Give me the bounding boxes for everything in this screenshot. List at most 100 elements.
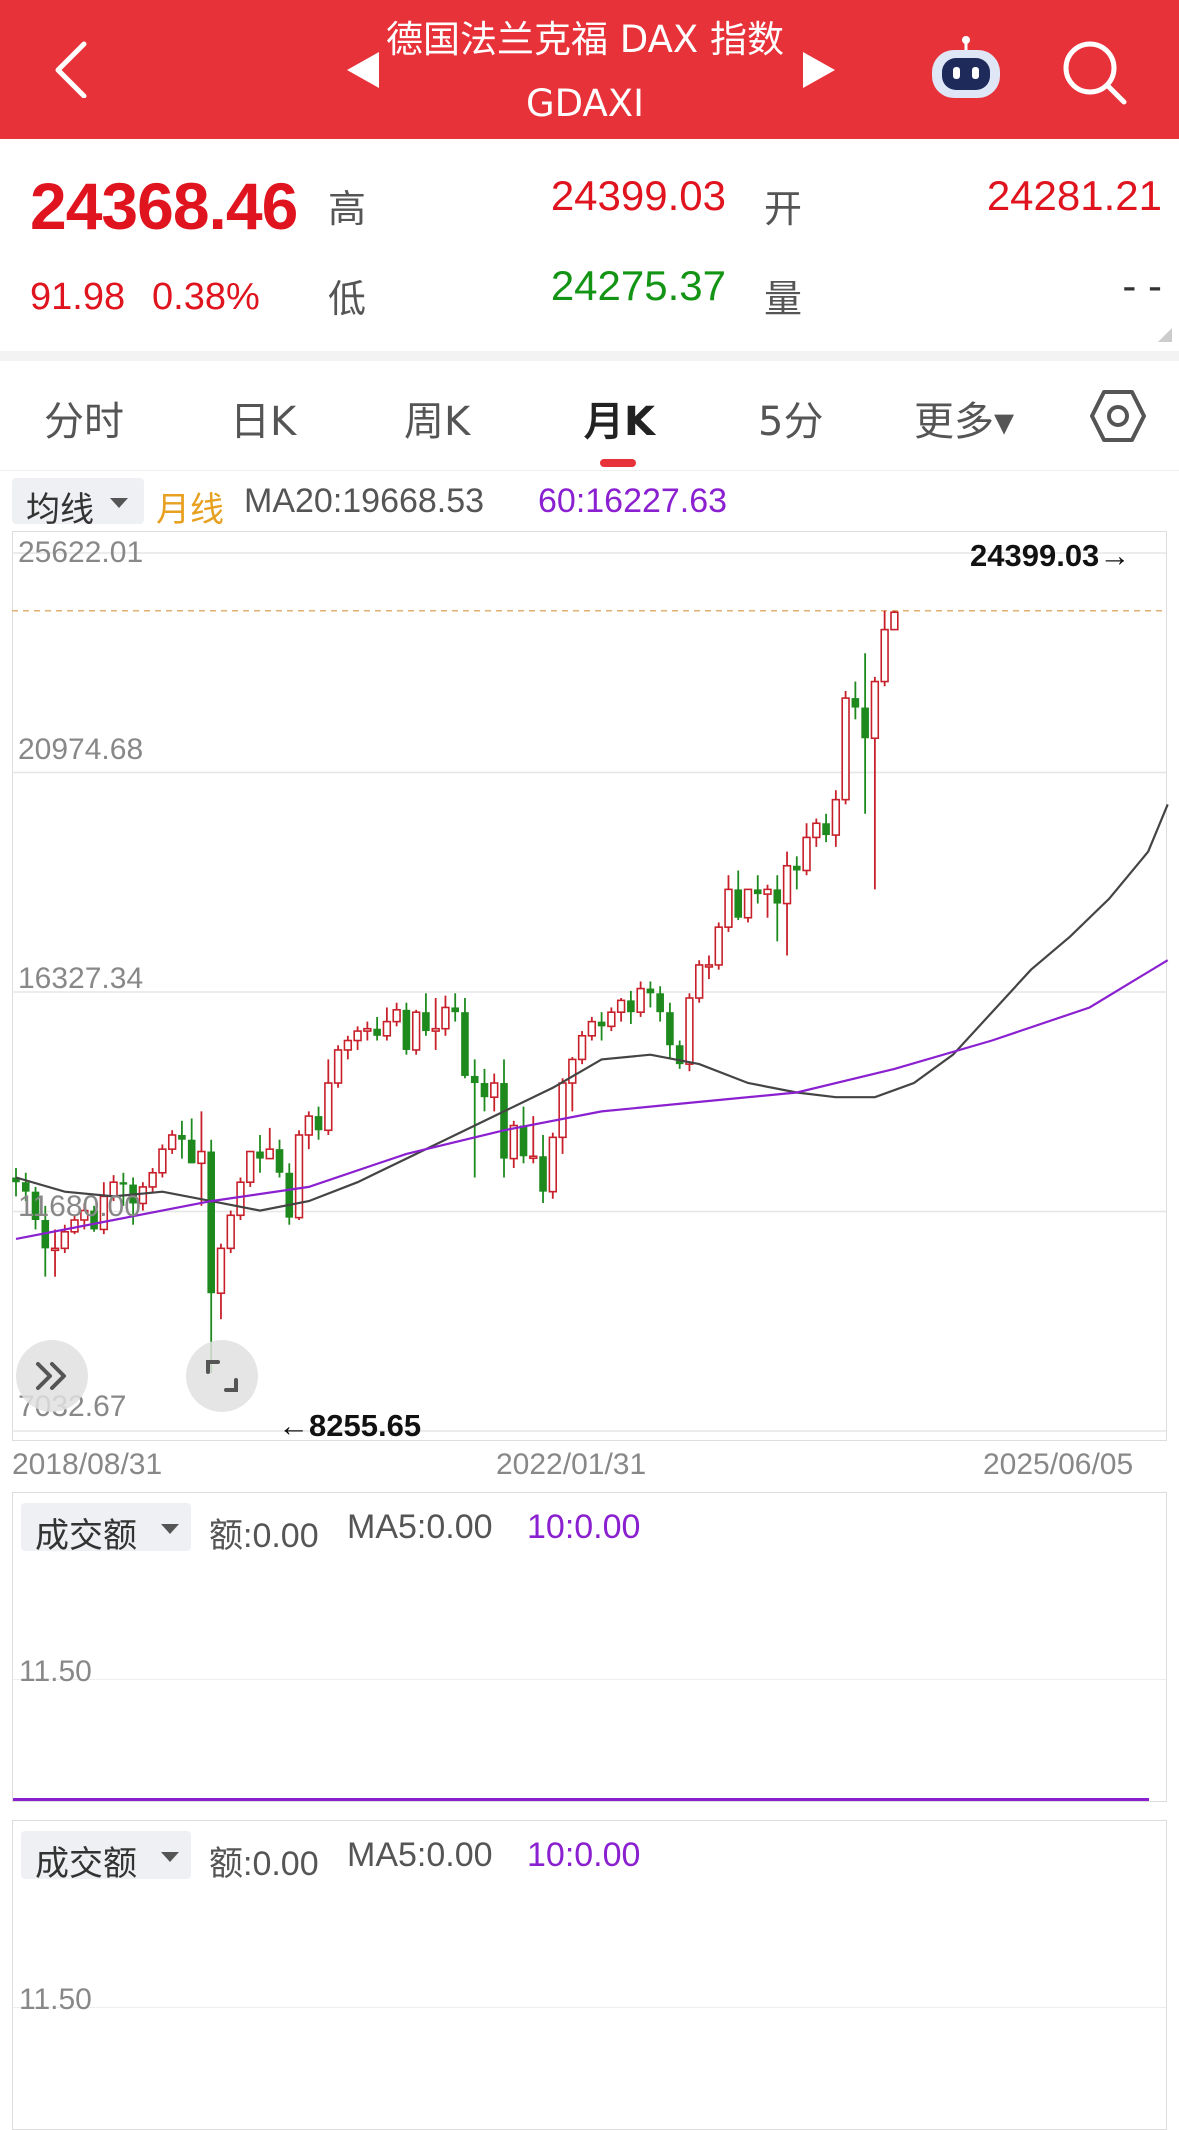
candle-body <box>773 889 782 904</box>
volume-label: 量 <box>764 277 803 321</box>
indicator-selector[interactable]: 均线 <box>12 478 144 530</box>
indicator-selector-label: 均线 <box>26 490 94 530</box>
section-divider <box>0 351 1179 361</box>
candle-body <box>490 1082 499 1099</box>
fullscreen-button[interactable] <box>186 1340 258 1412</box>
open-label: 开 <box>764 187 803 231</box>
candle-body <box>802 836 811 872</box>
tab-more[interactable]: 更多▾ <box>914 399 1015 445</box>
kline-chart-frame <box>12 531 1167 1441</box>
candle-body <box>694 964 704 999</box>
candle-body <box>333 1049 343 1084</box>
ma20-value: MA20:19668.53 <box>244 482 485 520</box>
candle-body <box>841 697 850 801</box>
x-tick-label: 2022/01/31 <box>496 1448 647 1481</box>
header-bar: 德国法兰克福 DAX 指数 GDAXI <box>0 0 1179 139</box>
quote-panel <box>0 139 1179 351</box>
candle-body <box>519 1125 528 1157</box>
candle-body <box>529 1155 538 1160</box>
candle-body <box>714 926 723 966</box>
volume-selector[interactable]: 成交额 <box>21 1831 191 1884</box>
next-index-icon[interactable] <box>803 52 835 88</box>
expand-corner-icon[interactable] <box>1158 328 1172 342</box>
candle-body <box>285 1172 294 1218</box>
volume-selector[interactable]: 成交额 <box>21 1503 191 1556</box>
volume-panel: 成交额 额:0.00 MA5:0.00 10:0.00 11.50 <box>12 1492 1167 1802</box>
candle-body <box>548 1136 558 1193</box>
candle-body <box>275 1149 284 1173</box>
candle-body <box>851 698 860 708</box>
candle-body <box>324 1082 333 1132</box>
grid-line <box>13 1679 1166 1680</box>
prev-index-icon[interactable] <box>347 52 379 88</box>
fullscreen-icon <box>206 1360 238 1392</box>
candle-body <box>304 1115 313 1136</box>
candle-body <box>422 1012 430 1032</box>
candle-body <box>636 987 645 1013</box>
candle-body <box>265 1148 274 1160</box>
low-value: 24275.37 <box>550 262 726 309</box>
y-tick-label: 20974.68 <box>18 733 144 766</box>
candle-body <box>148 1171 157 1188</box>
volume-ma10: 10:0.00 <box>527 1836 641 1874</box>
x-tick-label: 2025/06/05 <box>983 1448 1134 1481</box>
tab-weekly-k[interactable]: 周K <box>404 399 471 445</box>
candle-body <box>763 888 772 895</box>
index-title: 德国法兰克福 DAX 指数 <box>385 18 785 61</box>
price-change-pct: 0.38% <box>152 276 260 318</box>
candle-body <box>138 1186 148 1205</box>
candle-body <box>831 798 841 836</box>
fast-forward-button[interactable] <box>16 1340 88 1412</box>
candle-body <box>587 1020 597 1037</box>
ma-legend-row: 均线 月线 MA20:19668.53 60:16227.63 <box>0 474 1179 530</box>
volume-y-tick: 11.50 <box>19 1983 92 2016</box>
ma60-line <box>15 959 1169 1240</box>
volume-ma5: MA5:0.00 <box>347 1836 493 1874</box>
kline-chart[interactable] <box>0 531 1179 1451</box>
candle-body <box>704 964 714 968</box>
tab-intraday[interactable]: 分时 <box>44 399 124 445</box>
candle-body <box>870 680 880 740</box>
dropdown-icon <box>161 1852 179 1862</box>
tab-daily-k[interactable]: 日K <box>230 399 297 445</box>
volume-selector-label: 成交额 <box>35 1844 137 1884</box>
robot-assistant-icon[interactable] <box>928 36 1004 104</box>
volume-y-tick: 11.50 <box>19 1655 92 1688</box>
candle-body <box>178 1134 186 1140</box>
period-tabs: 分时 日K 周K 月K 5分 更多▾ <box>0 361 1179 471</box>
candle-body <box>616 999 626 1013</box>
dropdown-icon <box>110 498 128 508</box>
ma60-value: 60:16227.63 <box>538 482 728 520</box>
high-value: 24399.03 <box>550 172 726 219</box>
tab-monthly-k[interactable]: 月K <box>584 399 655 445</box>
candle-body <box>363 1027 372 1032</box>
candle-body <box>675 1045 684 1065</box>
candle-body <box>167 1134 177 1150</box>
candle-body <box>60 1231 70 1250</box>
y-tick-label: 25622.01 <box>18 536 144 569</box>
search-icon[interactable] <box>1060 38 1128 106</box>
candle-body <box>373 1028 381 1036</box>
candle-body <box>187 1139 196 1164</box>
candle-body <box>50 1247 60 1252</box>
back-arrow-icon[interactable] <box>46 38 106 98</box>
candle-body <box>392 1009 401 1023</box>
candle-body <box>627 1000 635 1013</box>
candle-body <box>431 1027 440 1032</box>
candle-body <box>441 1006 450 1030</box>
candle-body <box>256 1151 264 1159</box>
tab-5min[interactable]: 5分 <box>758 399 824 445</box>
min-price-label: ←8255.65 <box>278 1408 422 1443</box>
volume-panel: 成交额 额:0.00 MA5:0.00 10:0.00 11.50 <box>12 1820 1167 2130</box>
settings-icon[interactable] <box>1090 388 1146 444</box>
candle-body <box>31 1191 40 1221</box>
candle-body <box>577 1034 587 1061</box>
candle-body <box>402 1009 411 1050</box>
candle-body <box>90 1210 98 1230</box>
candle-body <box>656 993 664 1013</box>
high-label: 高 <box>328 187 367 231</box>
candle-body <box>470 1075 479 1084</box>
candle-body <box>793 865 801 871</box>
candle-body <box>294 1134 304 1219</box>
candle-body <box>500 1083 508 1159</box>
